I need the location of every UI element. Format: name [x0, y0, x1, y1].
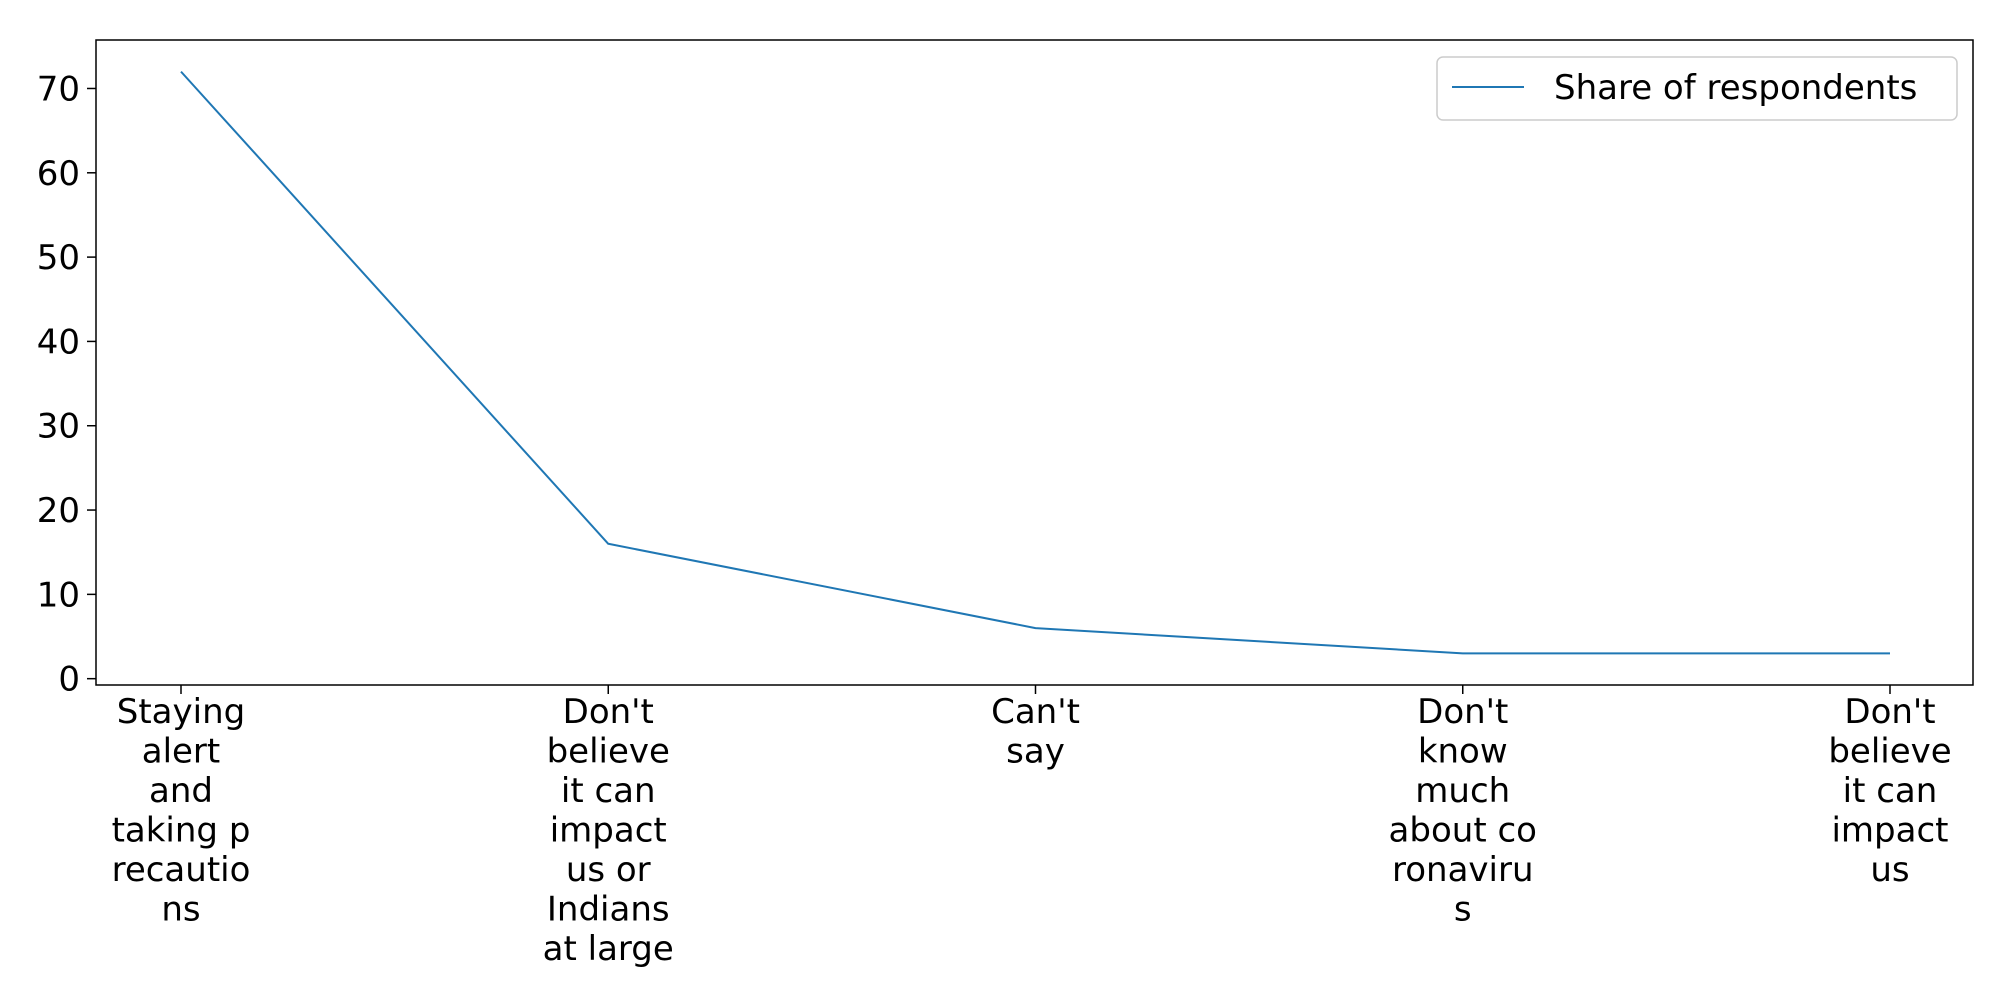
x-tick-label: Can't say — [991, 692, 1080, 772]
x-tick-label-line: believe — [1828, 732, 1951, 772]
x-tick-label-line: about co — [1389, 811, 1537, 851]
y-tick-label: 60 — [37, 154, 80, 194]
x-tick-label-line: know — [1418, 732, 1508, 772]
x-tick-label: Don't believe it can impact us — [1828, 692, 1951, 890]
x-tick-label-line: taking p — [112, 811, 251, 851]
legend: Share of respondents — [1436, 56, 1958, 121]
x-tick-label-line: ronaviru — [1392, 850, 1534, 890]
legend-label: Share of respondents — [1554, 68, 1917, 108]
y-axis: 0 10 20 30 40 50 60 70 — [37, 69, 96, 700]
x-tick-label-line: and — [149, 771, 213, 811]
x-tick-label-line: us — [1870, 850, 1909, 890]
x-tick-label-line: s — [1454, 890, 1472, 930]
x-tick-label-line: it can — [561, 771, 656, 811]
x-tick-label-line: Don't — [563, 692, 654, 732]
series-layer — [180, 70, 1890, 655]
y-tick-label: 50 — [37, 238, 80, 278]
x-tick-label-line: believe — [547, 732, 670, 772]
y-tick-label: 30 — [37, 407, 80, 447]
x-tick-label-line: alert — [142, 732, 221, 772]
x-tick-label-line: Don't — [1844, 692, 1935, 732]
x-tick-label-line: us or — [566, 850, 651, 890]
x-tick-label-line: ns — [161, 890, 200, 930]
x-tick-label-line: Staying — [117, 692, 245, 732]
x-tick-label-line: say — [1006, 732, 1065, 772]
x-tick-label-line: Indians — [547, 890, 670, 930]
x-tick-label-line: Don't — [1417, 692, 1508, 732]
legend-box — [1436, 56, 1958, 121]
x-tick-label-line: recautio — [112, 850, 251, 890]
x-tick-label-line: impact — [1831, 811, 1948, 851]
x-tick-label-line: Can't — [991, 692, 1080, 732]
y-tick-label: 0 — [58, 660, 80, 700]
x-tick-label-line: at large — [543, 929, 674, 969]
x-tick-label-line: much — [1415, 771, 1510, 811]
x-tick-label-line: it can — [1843, 771, 1938, 811]
y-tick-label: 40 — [37, 322, 80, 362]
x-tick-label: Don't believe it can impact us or Indians at l… — [543, 692, 674, 969]
x-tick-label: Don't know much about co ronaviru s — [1389, 692, 1537, 930]
y-tick-label: 70 — [37, 69, 80, 109]
y-tick-label: 10 — [37, 575, 80, 615]
series-line — [180, 70, 1890, 655]
x-tick-label-line: impact — [550, 811, 667, 851]
x-tick-label: Staying alert and taking p recautio ns — [112, 692, 251, 930]
plot-area — [95, 39, 1974, 686]
y-tick-label: 20 — [37, 491, 80, 531]
